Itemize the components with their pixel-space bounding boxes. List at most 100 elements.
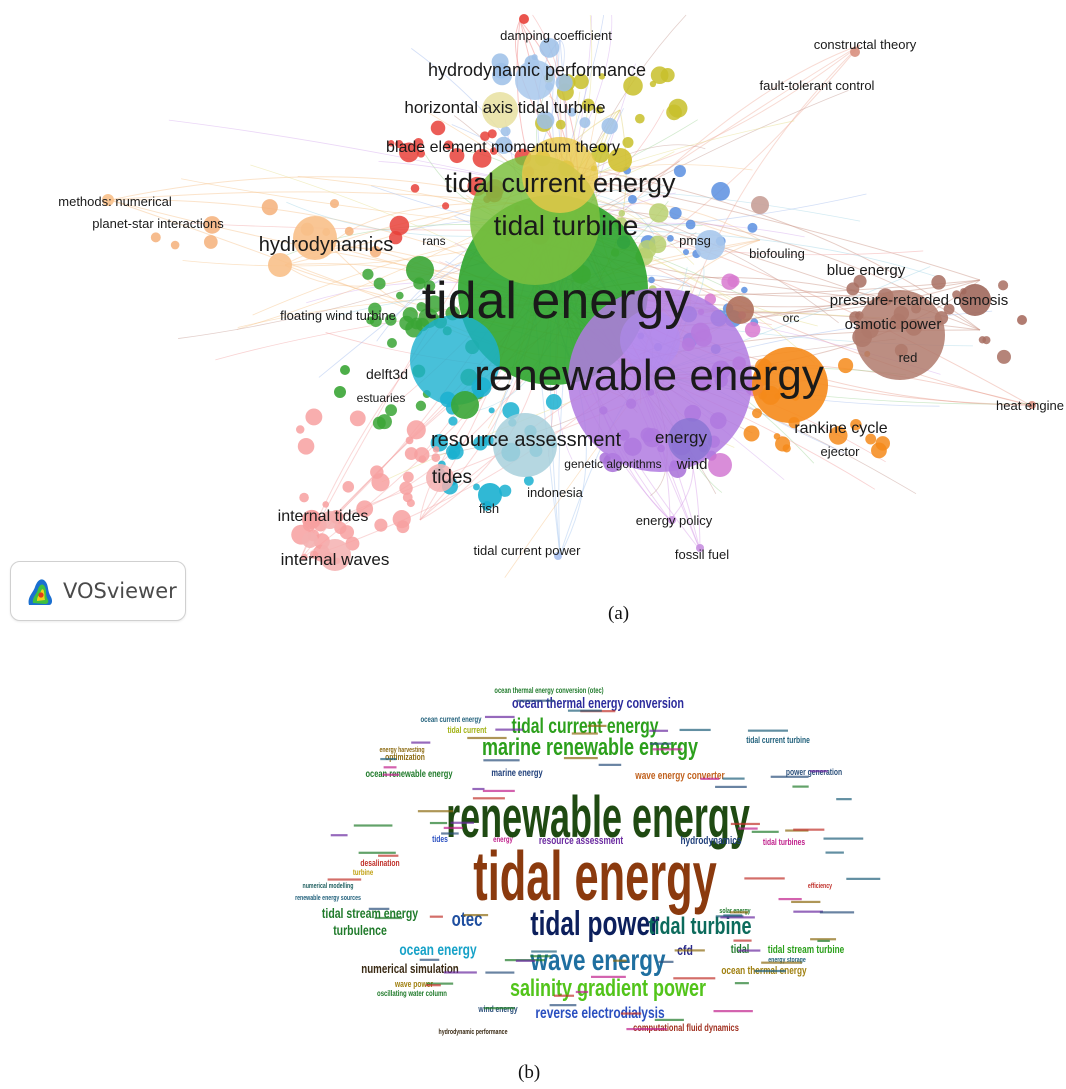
network-label: estuaries bbox=[357, 391, 406, 405]
network-label: fault-tolerant control bbox=[760, 78, 875, 93]
word-cloud-filler-word bbox=[472, 787, 485, 791]
network-node bbox=[334, 386, 346, 398]
word-cloud-filler-word bbox=[819, 911, 855, 914]
network-node bbox=[345, 536, 360, 551]
word-cloud-word: renewable energy bbox=[446, 785, 750, 850]
network-label: tidal turbine bbox=[494, 210, 639, 241]
word-cloud-filler-word bbox=[515, 959, 536, 962]
network-node bbox=[329, 199, 339, 209]
network-node bbox=[685, 219, 696, 230]
word-cloud-filler-word bbox=[836, 798, 852, 801]
network-node bbox=[682, 249, 690, 256]
network-label: constructal theory bbox=[814, 37, 917, 52]
network-node bbox=[711, 182, 730, 201]
network-label: horizontal axis tidal turbine bbox=[404, 98, 605, 117]
word-cloud-word: optimization bbox=[385, 752, 425, 762]
network-node bbox=[747, 222, 758, 233]
network-node bbox=[775, 436, 791, 452]
network-node bbox=[591, 144, 610, 163]
word-cloud-filler-word bbox=[817, 939, 830, 943]
word-cloud-filler-word bbox=[791, 900, 821, 904]
network-node bbox=[349, 410, 366, 427]
word-cloud-filler-word bbox=[495, 728, 524, 731]
network-node bbox=[536, 111, 555, 130]
network-node bbox=[673, 165, 686, 178]
network-node bbox=[498, 484, 512, 497]
network-label: fossil fuel bbox=[675, 547, 729, 562]
network-node bbox=[480, 131, 490, 141]
word-cloud-filler-word bbox=[730, 822, 760, 826]
network-node bbox=[299, 492, 309, 503]
word-cloud-filler-word bbox=[649, 742, 672, 745]
network-node bbox=[500, 126, 511, 137]
word-cloud-filler-word bbox=[563, 756, 598, 760]
word-cloud-filler-word bbox=[761, 961, 802, 964]
network-label: genetic algorithms bbox=[564, 457, 661, 471]
word-cloud-filler-word bbox=[417, 810, 454, 813]
word-cloud-filler-word bbox=[654, 1018, 684, 1022]
word-cloud-filler-word bbox=[737, 949, 761, 952]
word-cloud-word: turbulence bbox=[333, 923, 387, 939]
network-node bbox=[637, 240, 657, 259]
network-node bbox=[410, 183, 420, 193]
network-node bbox=[952, 290, 962, 300]
network-node bbox=[406, 420, 426, 440]
network-node bbox=[423, 280, 436, 292]
panel-a-caption: (a) bbox=[608, 603, 630, 624]
word-cloud-word: numerical simulation bbox=[361, 963, 458, 977]
word-cloud-word: otec bbox=[452, 908, 483, 931]
network-node bbox=[374, 518, 388, 532]
network-node bbox=[539, 37, 560, 58]
network-node bbox=[301, 553, 308, 561]
network-node bbox=[743, 425, 760, 442]
network-node bbox=[362, 268, 374, 280]
network-node bbox=[959, 284, 991, 316]
network-node bbox=[488, 407, 495, 414]
network-node bbox=[406, 256, 434, 284]
word-cloud-filler-word bbox=[720, 916, 755, 919]
word-cloud-filler-word bbox=[754, 969, 786, 973]
network-label: internal tides bbox=[278, 508, 369, 525]
network-node bbox=[627, 194, 637, 204]
network-node bbox=[871, 442, 887, 459]
network-label: energy bbox=[655, 428, 707, 447]
network-node bbox=[865, 433, 877, 445]
network-node bbox=[268, 253, 292, 277]
network-node bbox=[853, 274, 867, 288]
network-node bbox=[838, 357, 854, 374]
network-node bbox=[487, 129, 497, 139]
network-label: tidal current power bbox=[474, 543, 582, 558]
network-node bbox=[828, 426, 848, 445]
network-node bbox=[608, 148, 632, 172]
word-cloud-filler-word bbox=[598, 763, 622, 766]
network-label: ejector bbox=[820, 444, 860, 459]
word-cloud-filler-word bbox=[411, 741, 431, 744]
network-node bbox=[432, 446, 440, 453]
word-cloud-filler-word bbox=[733, 939, 752, 942]
word-cloud-filler-word bbox=[368, 907, 390, 910]
network-label: blade element momentum theory bbox=[386, 139, 620, 156]
network-label: hydrodynamics bbox=[259, 234, 394, 256]
word-cloud-filler-word bbox=[613, 959, 627, 962]
network-label: tides bbox=[432, 467, 472, 488]
network-node bbox=[442, 202, 450, 210]
word-cloud-filler-word bbox=[713, 1010, 753, 1013]
network-map: damping coefficient constructal theory fau… bbox=[58, 14, 1064, 578]
network-node bbox=[595, 105, 604, 114]
network-node bbox=[519, 14, 529, 24]
network-node bbox=[370, 465, 384, 479]
network-node bbox=[491, 53, 509, 71]
network-node bbox=[573, 73, 589, 90]
word-cloud-word: energy harvesting bbox=[379, 746, 424, 754]
word-cloud-filler-word bbox=[483, 759, 520, 762]
network-node bbox=[426, 464, 454, 492]
word-cloud-filler-word bbox=[482, 789, 515, 793]
word-cloud-word: ocean thermal energy conversion (otec) bbox=[494, 687, 603, 695]
word-cloud-filler-word bbox=[531, 950, 557, 953]
word-cloud-filler-word bbox=[590, 975, 626, 978]
network-node bbox=[405, 436, 414, 445]
network-node bbox=[696, 544, 704, 552]
network-node bbox=[373, 277, 386, 290]
word-cloud-filler-word bbox=[825, 851, 844, 854]
